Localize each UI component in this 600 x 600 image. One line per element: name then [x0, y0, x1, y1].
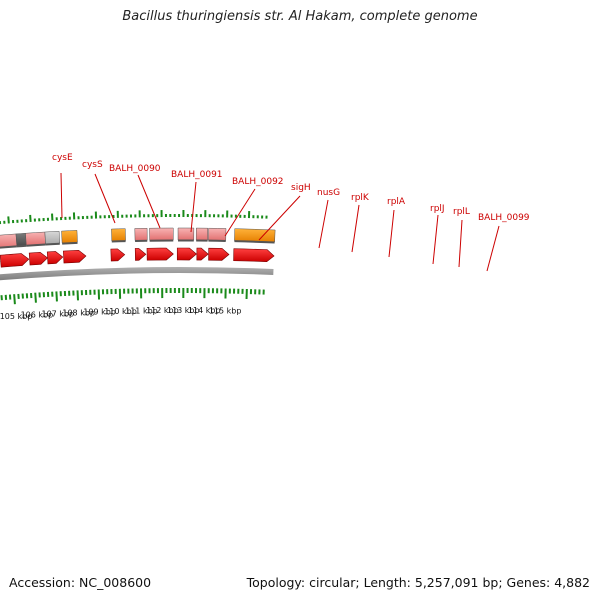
gene-pointer-line	[137, 174, 161, 229]
gene-pointer-line	[388, 209, 395, 258]
kbp-label: 106 kbp	[21, 311, 54, 320]
gene-pointer-line	[258, 195, 301, 241]
gene-pointer-line	[94, 173, 116, 224]
gene-pointer-line	[458, 219, 463, 268]
backbone-track	[0, 267, 274, 281]
feature-shadow	[0, 245, 17, 249]
feature-block	[111, 228, 126, 242]
gene-label-layer: cysE cysS BALH_0090 BALH_0091 BALH_0092 sigH n…	[52, 153, 530, 272]
feature-block	[195, 227, 209, 241]
gene-label-balh_0092: BALH_0092	[232, 177, 284, 187]
gene-label-rplk: rplK	[351, 193, 370, 203]
kbp-label: 112 kbp	[146, 306, 179, 315]
lower-tick-track	[0, 287, 265, 305]
feature-shadow	[45, 242, 60, 246]
cds-arrow	[110, 248, 126, 262]
cds-arrow-track	[0, 247, 275, 268]
topology-text: Topology: circular; Length: 5,257,091 bp…	[246, 575, 590, 590]
kbp-label: 109 kbp	[83, 307, 116, 316]
feature-block	[15, 232, 27, 247]
feature-shadow	[135, 239, 148, 242]
cds-arrow	[28, 252, 49, 266]
gene-label-cyse: cysE	[52, 153, 73, 163]
gene-pointer-line	[486, 225, 500, 272]
feature-shadow	[196, 239, 208, 242]
gene-label-sigh: sigH	[291, 183, 311, 193]
feature-block	[134, 227, 148, 241]
cds-arrow	[146, 247, 174, 261]
feature-block	[234, 228, 276, 243]
upper-tick-track	[0, 209, 268, 225]
kbp-label: 111 kbp	[125, 306, 158, 315]
lower-tick	[55, 291, 58, 302]
feature-block	[25, 231, 46, 246]
cds-arrow	[196, 247, 209, 261]
cds-arrow	[46, 251, 64, 265]
kbp-label: 113 kbp	[167, 306, 200, 315]
feature-shadow	[178, 239, 194, 242]
kbp-label: 115 kbp	[209, 306, 242, 315]
backbone-line	[0, 267, 274, 281]
gene-pointer-line	[432, 214, 439, 265]
cds-arrow	[176, 247, 197, 261]
gene-pointer-line	[224, 188, 256, 237]
gene-label-balh_0091: BALH_0091	[171, 170, 223, 180]
gene-label-balh_0099: BALH_0099	[478, 213, 530, 223]
kbp-label: 107 kbp	[41, 309, 74, 318]
kbp-label: 114 kbp	[188, 306, 221, 315]
feature-shadow	[16, 244, 27, 248]
cds-arrow	[233, 248, 275, 262]
gene-pointer-line	[351, 204, 360, 253]
upper-tick	[7, 216, 10, 224]
gene-label-cyss: cysS	[82, 160, 103, 170]
gene-label-rpla: rplA	[387, 197, 406, 207]
accession-text: Accession: NC_008600	[9, 575, 152, 590]
gene-label-nusg: nusG	[317, 188, 340, 198]
feature-shadow	[111, 240, 126, 243]
feature-shadow	[208, 239, 226, 242]
kbp-label: 110 kbp	[104, 307, 137, 316]
gene-pointer-line	[60, 172, 63, 219]
gene-pointer-line	[318, 199, 329, 249]
feature-shadow	[62, 241, 78, 245]
lower-tick	[34, 292, 37, 303]
kbp-label: 105 kbp	[0, 312, 32, 321]
kbp-label: 108 kbp	[62, 308, 95, 317]
map-title: Bacillus thuringiensis str. Al Hakam, co…	[122, 9, 478, 24]
gene-pointer-line	[190, 181, 197, 233]
feature-track	[0, 227, 276, 249]
gene-label-balh_0090: BALH_0090	[109, 164, 161, 174]
gene-label-rplj: rplJ	[430, 204, 445, 214]
feature-block	[44, 230, 61, 245]
cds-arrow	[134, 248, 147, 261]
feature-block	[208, 227, 227, 241]
feature-block	[149, 227, 174, 241]
gene-label-rpll: rplL	[453, 207, 470, 217]
feature-block	[61, 230, 78, 244]
feature-shadow	[149, 239, 174, 242]
cds-arrow	[0, 253, 30, 268]
feature-shadow	[234, 240, 275, 244]
feature-shadow	[26, 243, 46, 247]
lower-tick	[13, 294, 16, 305]
cds-arrow	[208, 247, 230, 261]
cds-arrow	[63, 249, 87, 264]
